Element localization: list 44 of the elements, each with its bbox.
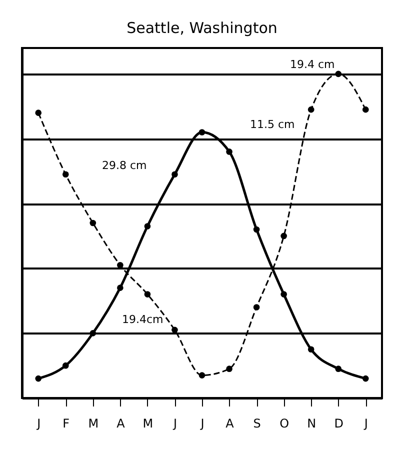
- x-tick-label: J: [363, 416, 368, 430]
- point: [198, 129, 206, 136]
- annotation: 29.8 cm: [102, 159, 147, 172]
- point: [62, 171, 69, 178]
- chart-title: Seattle, Washington: [126, 19, 278, 37]
- point: [144, 223, 151, 230]
- point: [362, 375, 369, 382]
- x-tick-label: J: [172, 416, 177, 430]
- text: 19.4 cm: [290, 58, 335, 71]
- point: [198, 372, 206, 378]
- point: [144, 291, 151, 298]
- x-tick-label: O: [280, 416, 290, 430]
- point: [280, 232, 287, 240]
- x-tick-label: M: [88, 416, 99, 430]
- point: [35, 375, 42, 382]
- x-tick-label: S: [253, 416, 261, 430]
- point: [335, 70, 342, 78]
- point: [117, 284, 124, 291]
- point: [90, 330, 96, 336]
- point: [62, 362, 69, 369]
- point: [172, 171, 178, 178]
- point: [226, 148, 232, 155]
- x-tick-label: A: [226, 416, 235, 430]
- point: [253, 226, 260, 233]
- x-tick-label: J: [36, 416, 41, 430]
- point: [335, 366, 342, 372]
- x-tick-label: A: [116, 416, 126, 430]
- point: [308, 346, 314, 353]
- x-tick-label: J: [200, 416, 204, 430]
- point: [280, 291, 287, 298]
- x-tick-label: D: [334, 416, 344, 430]
- point: [226, 366, 232, 372]
- point: [253, 304, 260, 310]
- x-tick-label: F: [62, 416, 70, 430]
- annotation: 19.4cm: [122, 313, 164, 326]
- annotation: 11.5 cm: [250, 118, 295, 131]
- x-tick-label: N: [307, 416, 316, 430]
- point: [308, 106, 314, 113]
- point: [362, 106, 369, 113]
- point: [90, 220, 96, 226]
- point: [35, 110, 42, 116]
- point: [117, 262, 124, 268]
- x-tick-label: M: [142, 416, 154, 430]
- point: [172, 326, 178, 334]
